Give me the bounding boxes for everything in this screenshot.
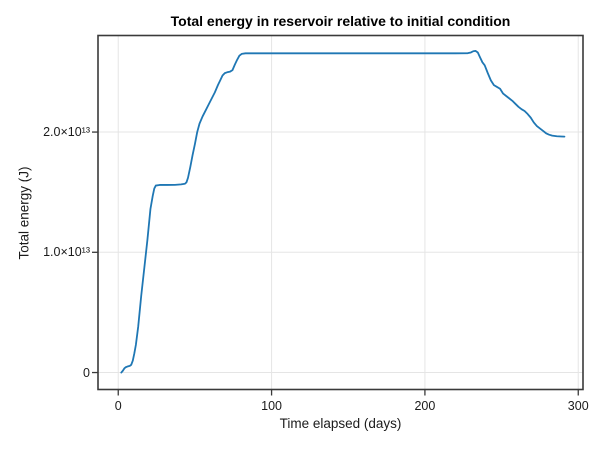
x-axis-label: Time elapsed (days) bbox=[279, 416, 402, 431]
x-tick-label: 0 bbox=[114, 398, 122, 413]
y-axis-label: Total energy (J) bbox=[16, 166, 32, 260]
x-tick-label: 300 bbox=[567, 398, 589, 413]
y-tick-label: 2.0×10¹³ bbox=[43, 125, 90, 140]
plot-frame bbox=[97, 34, 584, 391]
energy-series-line bbox=[120, 49, 566, 374]
y-tick-label: 0 bbox=[83, 365, 90, 380]
chart-title: Total energy in reservoir relative to in… bbox=[170, 13, 511, 29]
x-tick-label: 200 bbox=[414, 398, 436, 413]
y-tick-label: 1.0×10¹³ bbox=[43, 245, 90, 260]
x-tick-label: 100 bbox=[261, 398, 282, 413]
